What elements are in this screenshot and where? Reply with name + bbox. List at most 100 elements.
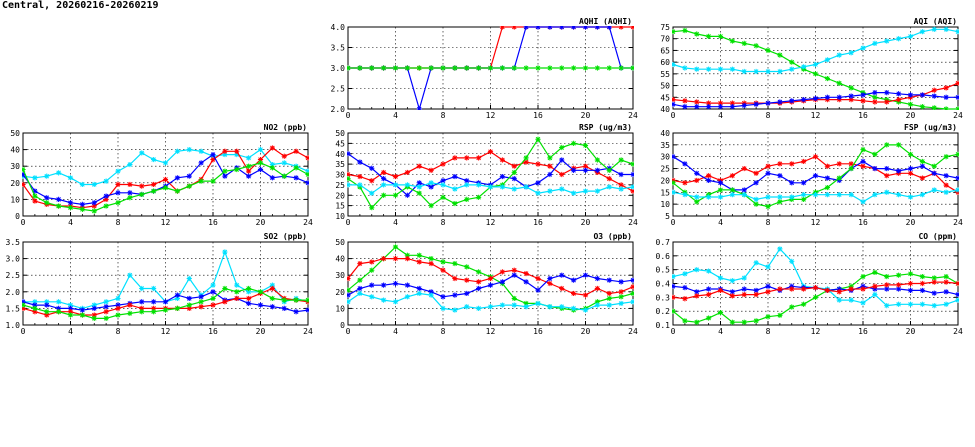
x-tick-label: 16: [533, 218, 543, 227]
data-point: [44, 173, 50, 179]
data-point: [440, 259, 446, 265]
y-tick-label: 0.1: [656, 321, 671, 330]
data-point: [44, 312, 50, 318]
y-tick-label: 20: [335, 191, 345, 200]
data-point: [919, 192, 925, 198]
data-point: [151, 309, 157, 315]
x-tick-label: 12: [486, 218, 496, 227]
x-tick-label: 0: [671, 327, 676, 336]
x-tick-label: 4: [68, 218, 73, 227]
data-point: [91, 200, 97, 206]
data-point: [682, 296, 688, 302]
data-point: [907, 151, 914, 157]
data-point: [943, 85, 949, 91]
data-point: [357, 277, 363, 283]
data-point: [347, 171, 351, 178]
data-point: [115, 200, 121, 206]
data-point: [32, 198, 38, 204]
data-point: [103, 196, 109, 202]
data-point: [919, 175, 925, 181]
data-point: [404, 252, 410, 258]
data-point: [103, 193, 109, 199]
data-point: [392, 173, 399, 180]
data-point: [428, 292, 434, 298]
x-tick-label: 24: [953, 327, 963, 336]
data-point: [943, 173, 949, 179]
data-point: [801, 158, 807, 165]
data-point: [44, 299, 50, 305]
data-point: [777, 312, 783, 318]
data-point: [139, 183, 145, 189]
data-point: [476, 279, 482, 285]
data-point: [381, 192, 387, 198]
data-point: [257, 156, 264, 163]
data-point: [872, 192, 878, 198]
data-point: [535, 65, 541, 71]
data-point: [907, 165, 914, 172]
chart-title: FSP (ug/m3): [904, 123, 957, 132]
data-point: [672, 29, 676, 35]
data-point: [618, 294, 624, 300]
data-point: [511, 302, 517, 308]
data-point: [523, 26, 529, 30]
data-point: [186, 275, 192, 282]
data-point: [594, 302, 600, 308]
y-tick-label: 1.5: [6, 304, 21, 313]
data-point: [347, 151, 351, 157]
data-point: [582, 26, 589, 30]
x-tick-label: 16: [858, 218, 868, 227]
data-point: [547, 304, 553, 310]
data-point: [416, 190, 422, 196]
data-point: [896, 91, 902, 97]
data-point: [56, 305, 62, 311]
data-point: [115, 181, 121, 188]
data-point: [765, 314, 771, 320]
data-point: [606, 277, 612, 283]
data-point: [499, 302, 505, 308]
series-cyan: [672, 26, 959, 75]
data-point: [907, 92, 914, 98]
data-point: [32, 309, 38, 315]
data-point: [269, 145, 275, 151]
data-point: [777, 99, 783, 105]
data-point: [741, 40, 747, 46]
data-point: [476, 269, 482, 275]
data-point: [67, 309, 74, 315]
data-point: [67, 205, 74, 211]
y-tick-label: 40: [335, 255, 345, 264]
data-point: [872, 94, 878, 100]
y-tick-label: 40: [660, 129, 670, 138]
data-point: [464, 65, 470, 71]
data-point: [381, 297, 387, 303]
y-tick-label: 55: [660, 70, 670, 79]
data-point: [582, 163, 589, 169]
data-point: [487, 149, 494, 155]
data-point: [464, 304, 470, 310]
data-point: [428, 184, 434, 190]
y-tick-label: 10: [335, 304, 345, 313]
data-point: [896, 301, 902, 307]
data-point: [753, 170, 759, 176]
data-point: [139, 191, 145, 198]
data-point: [369, 165, 375, 171]
data-point: [416, 65, 422, 71]
data-point: [777, 161, 783, 167]
data-point: [931, 105, 937, 110]
data-point: [789, 286, 795, 292]
data-point: [729, 38, 735, 44]
data-point: [836, 161, 842, 167]
data-point: [91, 203, 97, 209]
data-point: [127, 195, 133, 201]
data-point: [931, 163, 937, 169]
data-point: [559, 157, 565, 163]
series-red: [347, 256, 634, 298]
data-point: [222, 249, 228, 255]
data-point: [884, 165, 890, 172]
y-tick-label: 20: [660, 176, 670, 185]
data-point: [753, 291, 759, 298]
data-point: [186, 147, 192, 153]
data-point: [729, 100, 735, 106]
data-point: [186, 183, 192, 189]
data-point: [464, 196, 470, 202]
data-point: [404, 282, 410, 288]
